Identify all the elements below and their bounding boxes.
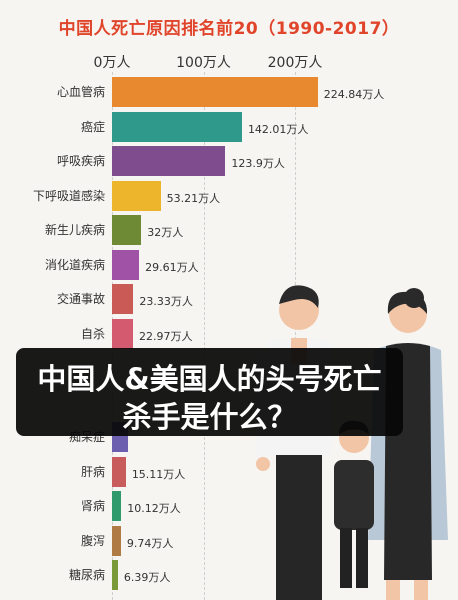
- category-label: 腹泻: [80, 533, 105, 548]
- bar: [112, 77, 318, 107]
- value-label: 53.21万人: [166, 191, 221, 205]
- value-label: 10.12万人: [127, 502, 181, 515]
- value-label: 6.39万人: [123, 571, 171, 584]
- caption-line-2: 杀手是什么？: [122, 400, 297, 434]
- bar: [112, 525, 121, 556]
- bar: [112, 284, 134, 314]
- category-label: 呼吸疾病: [56, 154, 105, 168]
- bar: [112, 318, 134, 349]
- category-label: 交通事故: [56, 292, 105, 306]
- value-label: 224.84万人: [323, 88, 385, 101]
- value-label: 15.11万人: [131, 467, 186, 481]
- family-illustration: [256, 285, 448, 600]
- value-label: 142.01万人: [247, 122, 309, 136]
- bar: [112, 215, 142, 245]
- category-label: 糖尿病: [68, 568, 105, 582]
- bar: [112, 111, 242, 142]
- chart-title: 中国人死亡原因排名前20（1990-2017）: [58, 19, 400, 39]
- value-label: 22.97万人: [139, 329, 193, 343]
- category-label: 消化道疾病: [44, 257, 105, 272]
- bar: [112, 456, 126, 487]
- caption-line-1: 中国人&美国人的头号死亡: [37, 362, 382, 396]
- value-label: 32万人: [147, 226, 184, 239]
- category-label: 肝病: [80, 464, 105, 479]
- gridline: [203, 72, 205, 600]
- category-label: 下呼吸道感染: [32, 188, 105, 203]
- value-label: 123.9万人: [231, 157, 285, 170]
- x-tick-label: 100万人: [176, 55, 231, 71]
- father-figure: [256, 285, 332, 600]
- bar: [112, 146, 226, 176]
- bar: [112, 249, 140, 280]
- caption-overlay: 中国人&美国人的头号死亡 杀手是什么？: [16, 348, 403, 436]
- category-label: 新生儿疾病: [44, 223, 105, 237]
- bar: [112, 491, 122, 521]
- bar: [112, 180, 161, 211]
- category-label: 自杀: [80, 326, 105, 341]
- bar: [112, 560, 118, 590]
- x-tick-label: 200万人: [267, 55, 323, 71]
- value-label: 29.61万人: [145, 260, 199, 274]
- category-label: 肾病: [80, 499, 105, 513]
- category-label: 心血管病: [56, 85, 105, 99]
- child-figure: [334, 420, 374, 588]
- value-label: 9.74万人: [126, 536, 174, 550]
- gridline: [295, 72, 296, 600]
- value-label: 23.33万人: [139, 295, 193, 308]
- category-label: 癌症: [80, 119, 105, 134]
- x-tick-label: 0万人: [93, 55, 131, 71]
- mother-figure: [368, 288, 448, 600]
